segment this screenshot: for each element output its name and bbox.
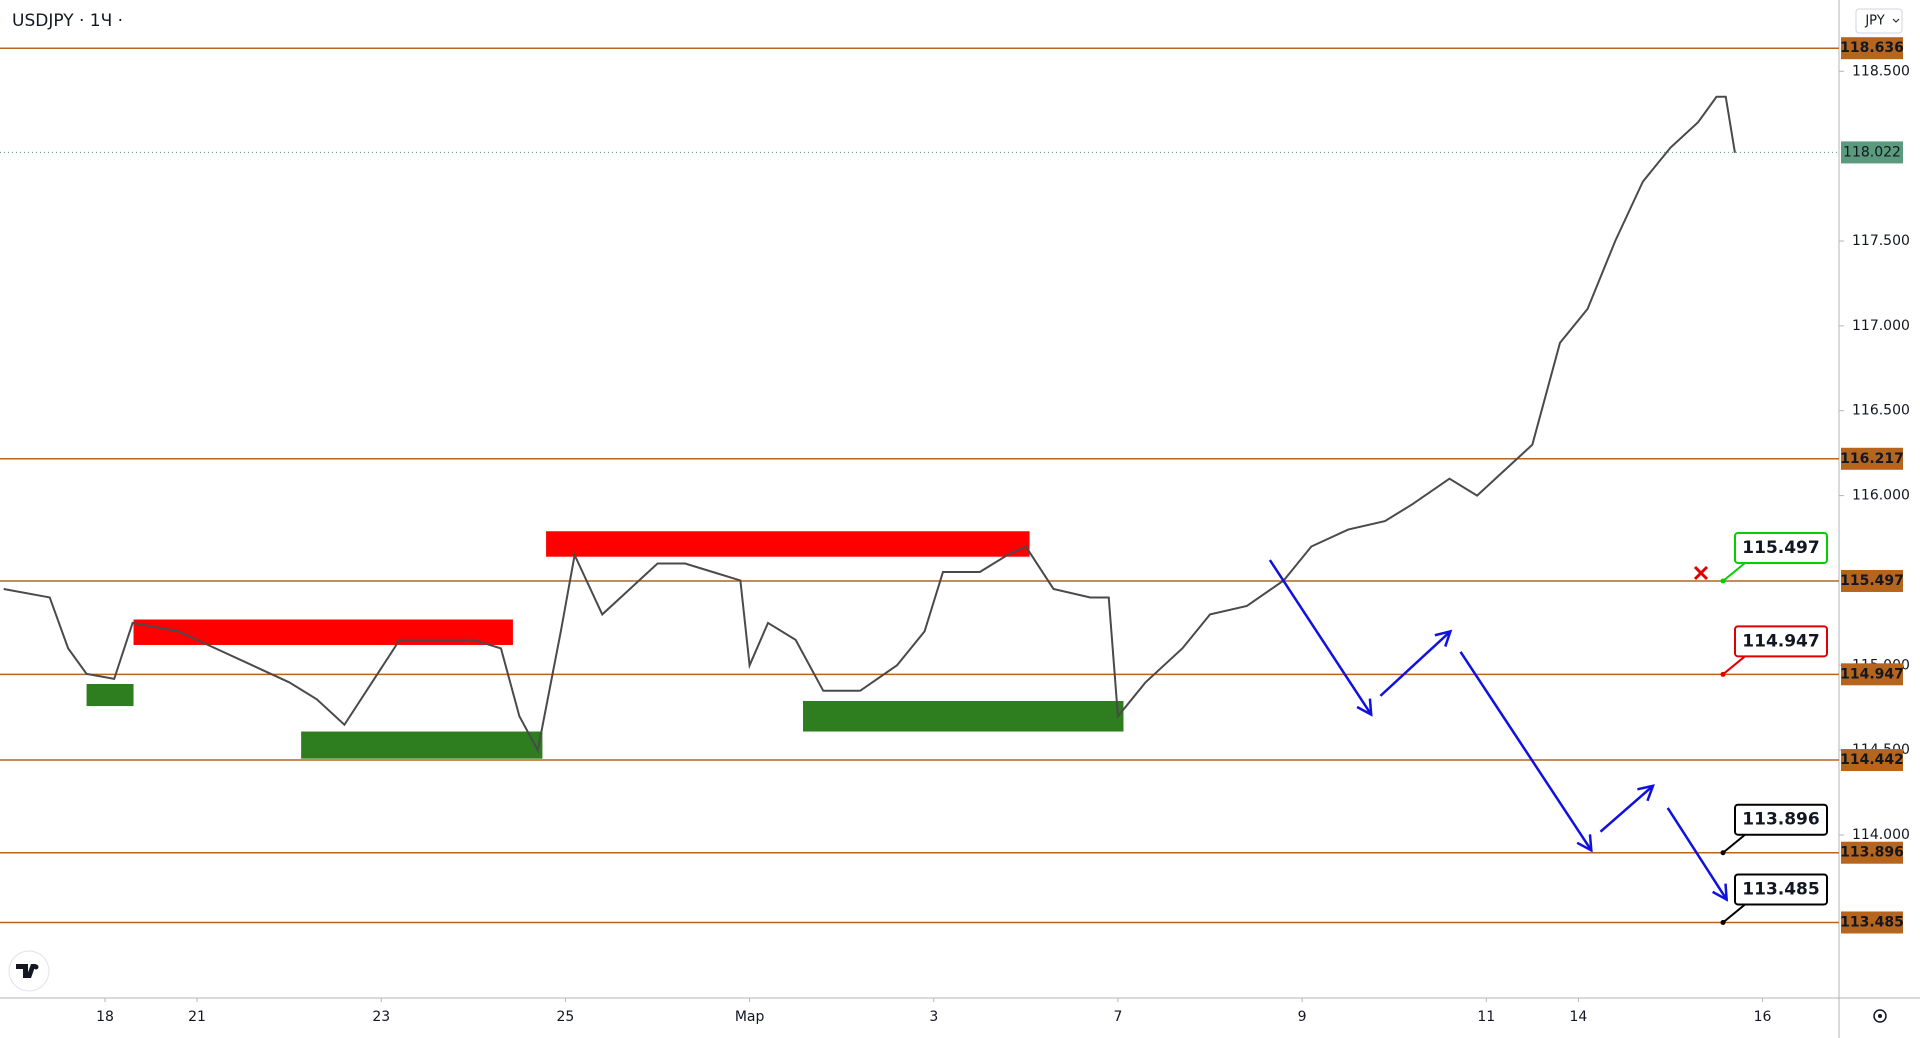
level-label-box — [1841, 569, 1903, 592]
x-tick-label: 18 — [96, 1009, 114, 1025]
currency-label[interactable]: JPY — [1864, 14, 1884, 29]
price-line — [3, 95, 1736, 754]
callout-pointer — [1722, 655, 1746, 676]
logo — [8, 950, 50, 992]
x-tick-label: 16 — [1754, 1009, 1772, 1025]
x-tick-label: 23 — [372, 1009, 390, 1025]
cross-marker — [1693, 565, 1709, 581]
plot-area — [0, 47, 1839, 924]
zone — [546, 531, 1030, 557]
level-label: 113.485 — [1840, 914, 1904, 930]
x-tick-label: Мар — [735, 1009, 765, 1025]
y-tick-label: 116.000 — [1852, 488, 1910, 504]
x-tick-label: 3 — [929, 1009, 938, 1025]
callout-dot — [1720, 850, 1726, 856]
forecast-arrowhead — [1712, 883, 1729, 902]
callout-pointer — [1722, 903, 1746, 924]
callout-dot — [1720, 671, 1726, 677]
y-tick-label: 117.000 — [1852, 318, 1910, 334]
x-tick-label: 25 — [557, 1009, 575, 1025]
symbol-title: USDJPY · 1Ч · — [12, 11, 123, 31]
last-price-label: 118.022 — [1843, 144, 1901, 160]
callout-box — [1734, 873, 1828, 906]
forecast-arrowhead — [1576, 834, 1593, 853]
forecast-path — [1268, 559, 1728, 901]
level-label: 115.497 — [1840, 573, 1904, 589]
callout-label: 114.947 — [1742, 631, 1819, 651]
zone — [301, 731, 543, 759]
currency-button[interactable] — [1855, 8, 1903, 34]
callout-label: 113.896 — [1742, 810, 1819, 830]
level-label: 114.947 — [1840, 666, 1904, 682]
level-label: 116.217 — [1840, 451, 1904, 467]
level-label: 113.896 — [1840, 845, 1904, 861]
callout-box — [1734, 803, 1828, 836]
currency-chevron — [1892, 18, 1900, 23]
forecast-arrowhead — [1356, 698, 1373, 717]
x-tick-label: 21 — [188, 1009, 206, 1025]
callout-dot — [1720, 578, 1726, 584]
zone — [133, 619, 513, 645]
callout-pointer — [1722, 562, 1746, 582]
level-label-box — [1841, 841, 1903, 864]
level-label: 114.442 — [1840, 752, 1904, 768]
level-label-box — [1841, 663, 1903, 686]
forecast-arrowhead — [1434, 629, 1453, 647]
callout-dot — [1720, 919, 1726, 925]
level-label-box — [1841, 37, 1903, 60]
forecast-arrowhead — [1637, 784, 1655, 802]
callout-box — [1734, 531, 1828, 564]
x-tick-label: 9 — [1298, 1009, 1307, 1025]
callout-label: 113.485 — [1742, 879, 1819, 899]
y-tick-label: 116.500 — [1852, 403, 1910, 419]
x-tick-label: 7 — [1113, 1009, 1122, 1025]
level-label-box — [1841, 911, 1903, 934]
zone — [86, 684, 134, 707]
last-price-box — [1841, 141, 1903, 164]
zone — [803, 700, 1124, 732]
level-label: 118.636 — [1840, 40, 1904, 56]
x-tick-label: 14 — [1569, 1009, 1587, 1025]
callout-box — [1734, 625, 1828, 658]
callout-pointer — [1722, 833, 1746, 854]
y-tick-label: 118.500 — [1852, 63, 1910, 79]
settings-icon[interactable] — [1873, 1009, 1887, 1023]
level-label-box — [1841, 447, 1903, 470]
x-tick-label: 11 — [1477, 1009, 1495, 1025]
y-tick-label: 117.500 — [1852, 233, 1910, 249]
callout-label: 115.497 — [1742, 538, 1819, 558]
level-label-box — [1841, 749, 1903, 772]
y-tick-label: 114.000 — [1852, 827, 1910, 843]
